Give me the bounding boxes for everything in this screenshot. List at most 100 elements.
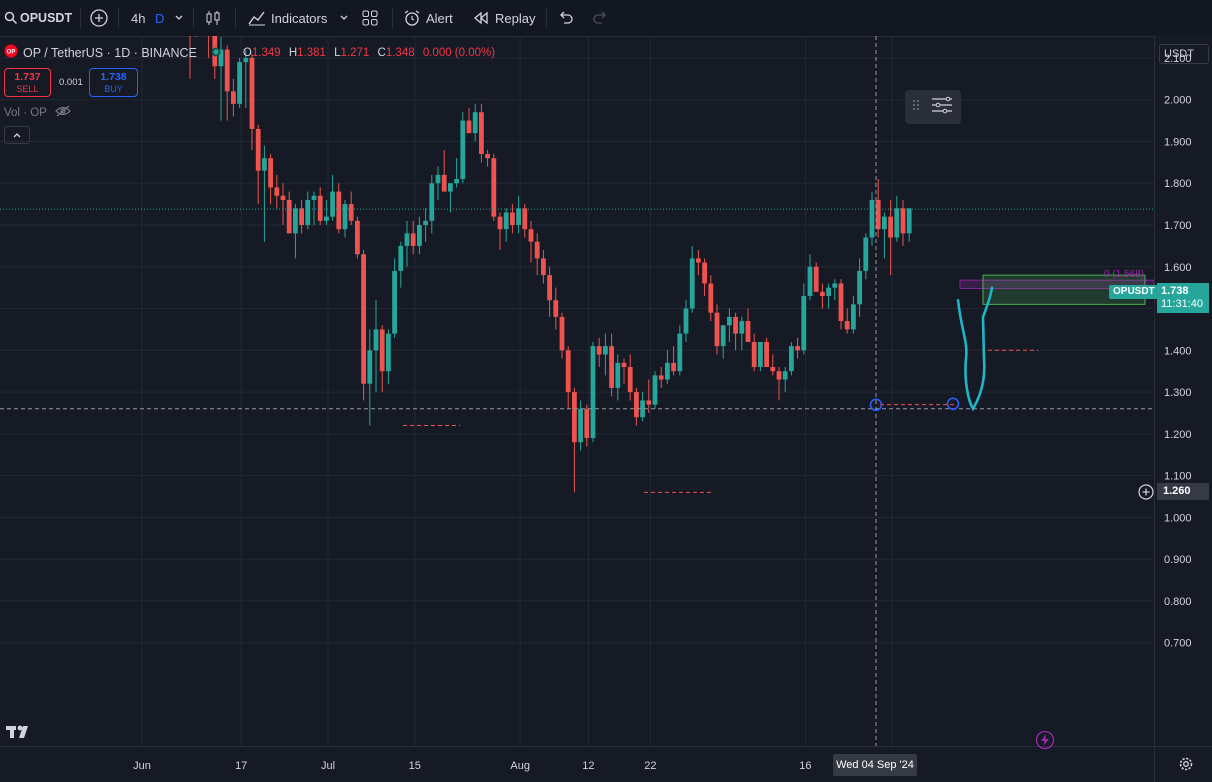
candle-body <box>826 287 831 297</box>
candle-body <box>900 208 906 234</box>
layouts-button[interactable] <box>362 0 378 36</box>
candle-body <box>510 212 515 225</box>
candle-body <box>882 216 887 230</box>
price-tick-label: 0.800 <box>1164 596 1192 608</box>
candle-body <box>218 49 224 67</box>
price-tick-label: 1.000 <box>1164 512 1192 524</box>
price-tick-label: 0.900 <box>1164 554 1192 566</box>
price-chart[interactable]: 0 (1.568) 0.700 0.800 0.900 1.000 1.100 1.200… <box>0 36 1212 782</box>
interval-d-label: D <box>155 10 165 26</box>
time-tick-label: 22 <box>644 760 656 772</box>
candle-body <box>627 367 633 393</box>
bar-countdown: 11:31:40 <box>1161 298 1204 310</box>
close-value: 1.348 <box>385 46 415 59</box>
chart-type-button[interactable] <box>204 0 222 36</box>
price-axis-bg <box>1154 36 1212 782</box>
candle-body <box>224 49 230 92</box>
currency-selector[interactable]: USDT <box>1159 44 1209 64</box>
undo-button[interactable] <box>558 0 574 36</box>
candle-body <box>578 408 583 443</box>
candle-body <box>894 208 900 238</box>
time-tick-label: 15 <box>409 760 421 772</box>
indicators-label: Indicators <box>271 10 328 26</box>
change-value: 0.000 (0.00%) <box>422 46 496 59</box>
volume-legend[interactable]: Vol · OP <box>4 105 71 120</box>
candle-body <box>534 241 540 259</box>
time-tick-label: 16 <box>799 760 811 772</box>
indicators-dropdown[interactable] <box>339 0 349 36</box>
high-label: H <box>288 46 298 59</box>
indicators-icon <box>247 9 267 27</box>
price-tick-label: 1.600 <box>1164 262 1192 274</box>
redo-button[interactable] <box>592 0 608 36</box>
drawings-layer <box>0 36 1154 746</box>
replay-button[interactable]: Replay <box>473 0 535 36</box>
add-circle-icon <box>89 8 109 28</box>
candle-body <box>751 341 757 368</box>
price-tick-label: 2.100 <box>1164 53 1192 65</box>
list-settings-icon <box>930 96 954 119</box>
candle-body <box>714 312 720 347</box>
chart-settings-button[interactable] <box>1178 756 1194 772</box>
candle-body <box>844 321 850 330</box>
sell-button[interactable]: 1.737 SELL <box>4 68 51 97</box>
price-tick-label: 1.400 <box>1164 345 1192 357</box>
candle-body <box>572 392 577 443</box>
object-tree-button[interactable] <box>905 90 961 124</box>
grid-layout-icon <box>362 10 378 26</box>
collapse-legend-button[interactable] <box>4 126 30 144</box>
candle-body <box>745 321 751 342</box>
candle-body <box>485 153 490 159</box>
volume-label: Vol · OP <box>4 106 47 119</box>
candle-body <box>770 367 776 372</box>
candle-body <box>820 291 825 297</box>
time-tick-label: Jun <box>133 760 151 772</box>
tradingview-logo-icon[interactable] <box>6 724 34 745</box>
candle-body <box>460 120 466 180</box>
candle-body <box>906 208 912 234</box>
time-axis[interactable]: Jun17Jul15Aug122216Oct <box>0 746 1212 773</box>
separator <box>546 8 547 28</box>
time-tick-label: 17 <box>235 760 247 772</box>
candle-body <box>758 341 763 368</box>
buy-label: BUY <box>104 84 123 94</box>
candle-body <box>262 158 267 171</box>
candle-body <box>324 216 329 221</box>
svg-text:OP: OP <box>7 50 16 56</box>
candle-body <box>875 199 881 230</box>
interval-4h[interactable]: 4h <box>131 0 145 36</box>
candle-body <box>801 296 807 351</box>
price-axis[interactable]: 0.700 0.800 0.900 1.000 1.100 1.200 1.300 1.400… <box>1154 36 1212 782</box>
buy-button[interactable]: 1.738 BUY <box>89 68 138 97</box>
lightning-button[interactable] <box>1035 730 1055 750</box>
candle-body <box>776 371 782 380</box>
indicators-button[interactable]: Indicators <box>247 0 327 36</box>
pair-title[interactable]: OP / TetherUS · 1D · BINANCE <box>23 45 197 60</box>
currency-label: USDT <box>1164 48 1194 60</box>
sell-price: 1.737 <box>14 71 41 83</box>
marker-circle <box>946 397 960 411</box>
candle-body <box>429 183 435 221</box>
compare-button[interactable] <box>89 0 109 36</box>
candle-body <box>559 316 565 351</box>
candle-body <box>491 158 497 217</box>
candle-body <box>330 191 335 217</box>
candle-body <box>782 371 788 380</box>
add-alert-plus-button[interactable] <box>1137 483 1155 501</box>
alert-button[interactable]: Alert <box>403 0 453 36</box>
candle-body <box>435 174 441 184</box>
symbol-search[interactable]: OPUSDT <box>4 0 72 36</box>
eye-hidden-icon[interactable] <box>54 105 71 120</box>
candle-body <box>789 346 794 372</box>
candle-body <box>336 191 342 230</box>
candle-body <box>293 208 298 234</box>
chevron-up-icon <box>12 126 22 144</box>
price-tick-label: 1.700 <box>1164 220 1192 232</box>
candle-body <box>547 275 552 301</box>
candle-body <box>479 112 484 154</box>
candle-body <box>584 408 590 439</box>
chevron-down-icon <box>174 13 184 23</box>
interval-d[interactable]: D <box>155 0 164 36</box>
interval-dropdown[interactable] <box>174 0 184 36</box>
candle-body <box>497 216 503 230</box>
